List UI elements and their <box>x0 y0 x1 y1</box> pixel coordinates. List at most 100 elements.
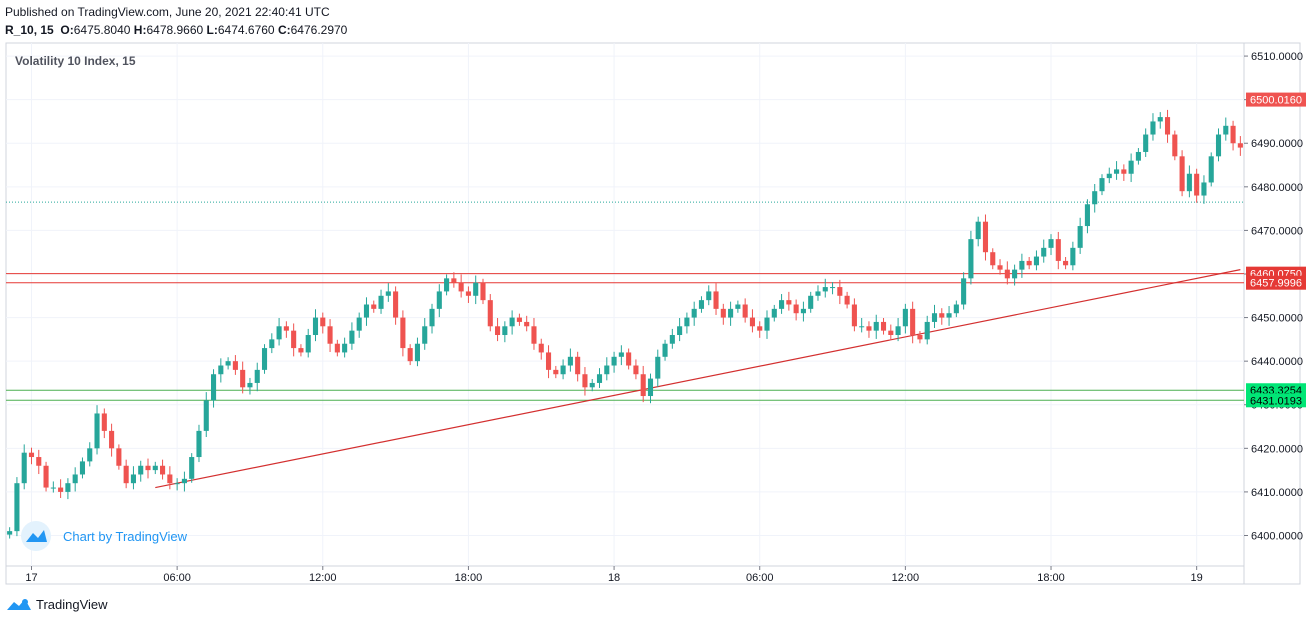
candle <box>888 324 894 341</box>
candle-body <box>1237 143 1243 148</box>
candle <box>480 278 486 305</box>
candle-body <box>808 295 814 309</box>
candle <box>895 318 901 342</box>
candle <box>145 458 151 479</box>
high-label: H: <box>133 23 147 37</box>
candle <box>1230 120 1236 151</box>
candle <box>684 312 690 334</box>
candle-body <box>1004 269 1010 279</box>
candle <box>101 408 107 439</box>
candle <box>400 310 406 357</box>
candle-body <box>210 374 217 401</box>
y-tick-label: 6480.0000 <box>1251 182 1303 194</box>
candle <box>247 377 253 395</box>
candle <box>1026 256 1032 270</box>
candle <box>553 365 559 379</box>
candle-body <box>698 300 705 309</box>
candle <box>1092 183 1098 213</box>
candle <box>1106 167 1112 184</box>
candle <box>473 275 479 305</box>
resistance-price-tag: 6457.9996 <box>1246 275 1306 290</box>
candle-body <box>1150 121 1156 135</box>
candle <box>181 471 187 492</box>
price-tag-box <box>1246 275 1306 290</box>
candle <box>859 318 865 333</box>
candle <box>1201 175 1207 204</box>
candle <box>516 313 522 326</box>
candle-body <box>1230 125 1236 144</box>
candle-body <box>203 400 209 431</box>
candle-body <box>640 374 646 397</box>
candle-body <box>116 448 122 466</box>
candle-body <box>706 291 712 301</box>
low-value: 6474.6760 <box>217 23 275 37</box>
x-tick-label: 17 <box>25 572 37 584</box>
candle <box>116 444 122 470</box>
candle <box>1055 231 1061 270</box>
candle-body <box>713 291 719 309</box>
candle-body <box>414 343 421 362</box>
candle <box>444 274 450 296</box>
candle <box>87 442 93 467</box>
candle <box>225 357 231 370</box>
candle <box>924 315 930 345</box>
x-tick-label: 18:00 <box>455 572 483 584</box>
candle <box>596 368 603 388</box>
candle-body <box>189 457 195 479</box>
low-label: L: <box>206 23 218 37</box>
candle <box>939 308 945 325</box>
candle-body <box>684 317 690 327</box>
high-value: 6478.9660 <box>146 23 204 37</box>
candle <box>261 344 268 374</box>
candle-body <box>531 326 537 344</box>
candle <box>669 328 675 349</box>
candle-body <box>1041 247 1047 257</box>
candle <box>946 306 952 326</box>
candle <box>961 272 967 310</box>
candle-body <box>829 287 836 289</box>
candle <box>298 344 304 357</box>
candle-body <box>968 239 974 279</box>
candle <box>312 309 319 342</box>
candle <box>1215 128 1222 162</box>
candle <box>50 481 56 493</box>
candle <box>844 291 850 309</box>
candle <box>953 300 959 318</box>
candle-body <box>247 382 253 388</box>
candle-body <box>1077 226 1083 248</box>
candle-body <box>283 326 289 331</box>
candle-body <box>1157 117 1163 122</box>
candle <box>167 466 173 490</box>
price-price-tag: 6500.0160 <box>1246 92 1306 107</box>
footer-brand[interactable]: TradingView <box>6 596 108 612</box>
candle-body <box>1172 134 1178 157</box>
candle-body <box>895 326 901 336</box>
candle-body <box>691 308 697 318</box>
candle <box>407 344 413 366</box>
candle <box>1128 153 1134 183</box>
candle <box>589 379 595 392</box>
candle <box>414 337 421 367</box>
candle-body <box>1194 173 1200 196</box>
x-tick-label: 06:00 <box>746 572 774 584</box>
price-tag-box <box>1246 393 1306 408</box>
candle <box>94 405 100 455</box>
candle <box>728 301 734 326</box>
candle-body <box>1164 117 1171 135</box>
candle <box>58 479 64 499</box>
watermark-label: Chart by TradingView <box>63 529 188 544</box>
candle-body <box>72 474 78 484</box>
candle-body <box>218 365 224 375</box>
candle-body <box>1084 204 1090 227</box>
candle-body <box>1128 160 1134 174</box>
candle-body <box>1055 239 1061 261</box>
candle <box>72 467 78 492</box>
candle <box>342 337 348 358</box>
candle-body <box>465 291 471 296</box>
published-caption: Published on TradingView.com, June 20, 2… <box>5 5 330 19</box>
candle <box>720 303 726 325</box>
candle <box>1194 168 1200 203</box>
candle-body <box>422 326 428 344</box>
candle-body <box>385 291 391 296</box>
